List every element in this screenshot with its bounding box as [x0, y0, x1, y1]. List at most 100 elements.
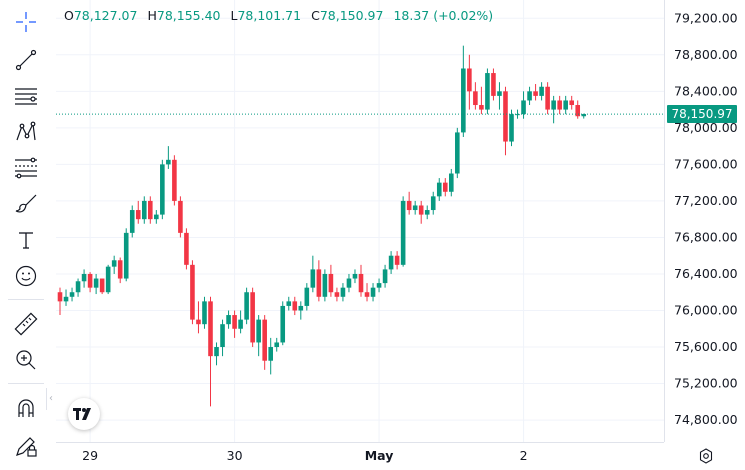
candle-body	[334, 292, 340, 297]
emoji-icon[interactable]	[10, 262, 42, 290]
candle-body	[436, 182, 442, 197]
open-label: O	[64, 8, 74, 23]
candle-body	[292, 301, 298, 311]
candle-body	[135, 210, 141, 220]
candle-body	[467, 68, 472, 92]
candle-body	[250, 292, 255, 343]
candle-body	[388, 255, 394, 270]
magnet-icon[interactable]	[10, 395, 42, 423]
y-tick-label: 78,800.00	[674, 47, 738, 62]
brush-icon[interactable]	[10, 190, 42, 218]
candle-body	[238, 319, 243, 329]
text-icon[interactable]	[10, 226, 42, 254]
lock-draw-icon[interactable]	[10, 432, 42, 460]
ohlc-legend: O 78,127.07 H 78,155.40 L 78,101.71 C 78…	[64, 8, 493, 23]
candle-body	[376, 283, 382, 288]
candle-body	[93, 278, 99, 288]
x-tick-label: 29	[82, 448, 98, 463]
candle-body	[214, 347, 219, 357]
candle-body	[87, 273, 93, 288]
drawing-toolbar: ‹	[0, 0, 55, 470]
y-tick-label: 79,200.00	[674, 10, 738, 25]
y-tick-label: 77,200.00	[674, 193, 738, 208]
candle-body	[358, 273, 364, 293]
y-tick-label: 76,800.00	[674, 229, 738, 244]
low-value: 78,101.71	[237, 8, 302, 23]
horizontal-lines-icon[interactable]	[10, 82, 42, 110]
candle-body	[382, 269, 388, 284]
candle-body	[328, 273, 334, 293]
candle-body	[268, 347, 273, 361]
candle-body	[394, 255, 400, 265]
tradingview-logo[interactable]	[68, 398, 100, 430]
toolbar-divider	[8, 299, 44, 300]
candle-body	[521, 100, 526, 115]
candle-body	[105, 266, 111, 293]
y-tick-label: 74,800.00	[674, 412, 738, 427]
x-tick-label: 30	[227, 448, 243, 463]
candle-body	[563, 100, 568, 110]
candle-body	[202, 301, 207, 325]
candle-body	[322, 273, 328, 297]
candle-body	[569, 100, 574, 106]
close-label: C	[311, 8, 320, 23]
candle-body	[533, 91, 538, 96]
candle-body	[370, 287, 376, 297]
candle-body	[160, 164, 165, 215]
candle-body	[557, 100, 562, 110]
candle-body	[69, 292, 75, 297]
chart-settings-icon[interactable]	[698, 448, 714, 464]
candle-body	[406, 200, 412, 211]
candle-body	[491, 73, 496, 96]
candle-body	[117, 260, 123, 279]
candle-body	[123, 232, 129, 279]
candle-body	[63, 296, 69, 302]
candle-body	[148, 200, 153, 220]
ruler-icon[interactable]	[10, 310, 42, 338]
collapse-toolbar-button[interactable]: ‹	[46, 388, 55, 410]
candle-body	[244, 292, 249, 320]
y-tick-label: 75,600.00	[674, 339, 738, 354]
candle-body	[400, 200, 406, 265]
candle-body	[196, 319, 201, 325]
trend-line-icon[interactable]	[10, 46, 42, 74]
candle-body	[352, 273, 358, 279]
price-scale[interactable]: 79,200.00 78,800.00 78,400.00 78,000.00 77,6…	[664, 0, 745, 442]
candle-body	[509, 114, 514, 142]
candle-body	[99, 278, 105, 293]
candle-body	[274, 342, 280, 348]
candle-body	[310, 269, 316, 288]
tv-logo-icon	[73, 408, 91, 420]
candle-body	[154, 214, 159, 220]
x-tick-label: May	[365, 448, 394, 463]
candle-body	[262, 319, 267, 361]
fib-icon[interactable]	[10, 154, 42, 182]
y-tick-label: 76,400.00	[674, 266, 738, 281]
y-tick-label: 76,000.00	[674, 302, 738, 317]
candle-body	[581, 114, 587, 117]
candle-body	[166, 159, 171, 165]
candle-body	[473, 91, 478, 106]
candle-body	[220, 324, 225, 348]
candle-body	[190, 264, 195, 320]
candle-body	[418, 205, 424, 215]
candle-body	[364, 292, 370, 297]
candlestick-chart[interactable]	[56, 0, 664, 442]
candle-body	[280, 305, 286, 343]
candle-body	[442, 182, 448, 192]
candle-body	[208, 301, 213, 357]
candle-body	[141, 200, 147, 220]
time-axis[interactable]: 2930May23	[56, 442, 664, 470]
crosshair-icon[interactable]	[10, 8, 42, 36]
candle-body	[479, 105, 484, 110]
high-value: 78,155.40	[156, 8, 221, 23]
pattern-icon[interactable]	[10, 118, 42, 146]
close-value: 78,150.97	[319, 8, 384, 23]
candle-body	[455, 132, 460, 174]
candle-body	[57, 292, 63, 302]
candle-body	[81, 273, 87, 282]
zoom-in-icon[interactable]	[10, 346, 42, 374]
candle-body	[129, 210, 135, 233]
candle-body	[575, 105, 581, 117]
candle-body	[424, 210, 430, 215]
